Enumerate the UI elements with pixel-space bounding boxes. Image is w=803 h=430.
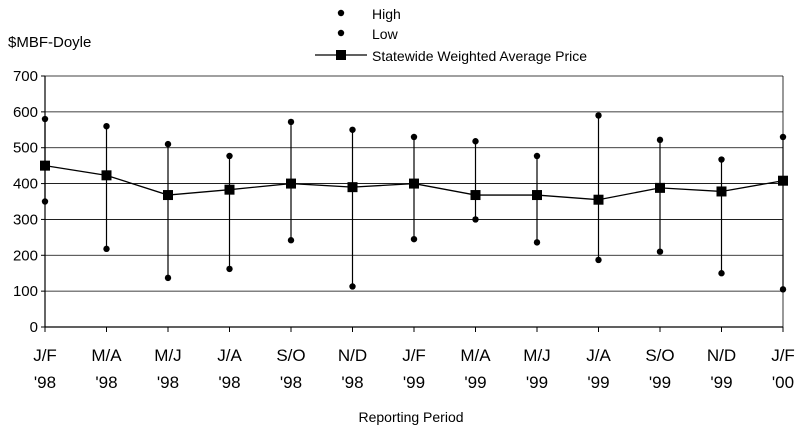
low-point <box>718 270 725 277</box>
x-tick-label: '99 <box>649 373 671 392</box>
average-price-marker <box>347 182 358 193</box>
average-price-marker <box>163 190 173 201</box>
y-tick-label: 600 <box>13 104 38 121</box>
x-tick-label: J/F <box>402 346 426 365</box>
legend-low-marker <box>337 29 345 37</box>
high-point <box>287 118 295 126</box>
x-tick-label: '99 <box>710 373 732 392</box>
x-tick-label: '98 <box>280 373 302 392</box>
axes: 0 100 200 300 400 500 600 700 J/F '98 M/A '98 M/J '98… <box>13 68 795 392</box>
x-tick-label: S/O <box>645 346 674 365</box>
y-tick-label: 0 <box>30 319 38 336</box>
y-tick-label: 500 <box>13 140 38 157</box>
low-point <box>410 235 418 243</box>
high-low-range-lines <box>44 115 784 290</box>
high-point <box>718 156 725 163</box>
low-point <box>103 245 110 253</box>
x-tick-label: S/O <box>276 346 305 365</box>
legend-average-label: Statewide Weighted Average Price <box>372 48 587 64</box>
low-point <box>779 286 787 293</box>
low-point <box>349 283 356 290</box>
x-tick-label: '98 <box>157 373 179 392</box>
x-tick-label: M/J <box>523 346 550 365</box>
high-low-points <box>41 112 787 293</box>
average-price-marker <box>409 178 419 189</box>
high-point <box>595 112 602 119</box>
x-tick-label: J/F <box>33 346 57 365</box>
legend-low-label: Low <box>372 26 399 42</box>
average-price-series <box>40 160 788 205</box>
x-tick-label: '99 <box>526 373 548 392</box>
average-price-marker <box>101 170 112 181</box>
high-point <box>472 138 479 145</box>
average-price-marker <box>470 190 481 201</box>
average-price-marker <box>286 178 296 189</box>
high-point <box>656 136 664 144</box>
high-point <box>410 133 418 141</box>
average-price-marker <box>778 175 788 186</box>
low-point <box>533 239 541 246</box>
high-point <box>533 152 541 160</box>
legend-average-marker <box>336 50 346 60</box>
high-point <box>779 133 787 141</box>
high-point <box>103 123 110 130</box>
low-point <box>656 248 664 255</box>
y-tick-label: 100 <box>13 283 38 300</box>
low-point <box>287 237 295 244</box>
average-price-marker <box>532 190 542 201</box>
x-tick-label: '99 <box>403 373 425 392</box>
average-price-marker <box>593 194 604 205</box>
y-tick-label: 700 <box>13 68 38 85</box>
x-tick-label: '99 <box>587 373 609 392</box>
x-tick-label: M/A <box>91 346 122 365</box>
x-tick-label: J/F <box>771 346 795 365</box>
x-tick-label: '98 <box>218 373 240 392</box>
y-tick-label: 200 <box>13 247 38 264</box>
x-tick-label: J/A <box>217 346 242 365</box>
legend-high-marker <box>337 9 345 17</box>
x-tick-label: M/A <box>460 346 491 365</box>
x-tick-label: M/J <box>154 346 181 365</box>
high-point <box>164 140 172 148</box>
low-point <box>595 256 602 264</box>
x-tick-label: '98 <box>95 373 117 392</box>
x-tick-label: '00 <box>772 373 794 392</box>
legend-high-label: High <box>372 6 401 22</box>
low-point <box>472 216 479 223</box>
average-price-marker <box>655 182 665 193</box>
y-tick-label: 400 <box>13 176 38 193</box>
average-price-marker <box>224 184 235 195</box>
x-tick-label: N/D <box>338 346 367 365</box>
low-point <box>164 274 172 282</box>
y-tick-label: 300 <box>13 211 38 228</box>
high-point <box>226 152 233 160</box>
x-tick-label: '98 <box>34 373 56 392</box>
x-tick-label: N/D <box>707 346 736 365</box>
y-axis-label: $MBF-Doyle <box>8 34 91 51</box>
x-tick-label: '98 <box>341 373 363 392</box>
x-tick-label: '99 <box>464 373 486 392</box>
x-tick-label: J/A <box>586 346 611 365</box>
high-point <box>349 126 356 133</box>
low-point <box>226 265 233 273</box>
legend: High Low Statewide Weighted Average Pric… <box>315 6 587 64</box>
average-price-marker <box>716 186 727 197</box>
x-axis-label: Reporting Period <box>358 409 463 425</box>
